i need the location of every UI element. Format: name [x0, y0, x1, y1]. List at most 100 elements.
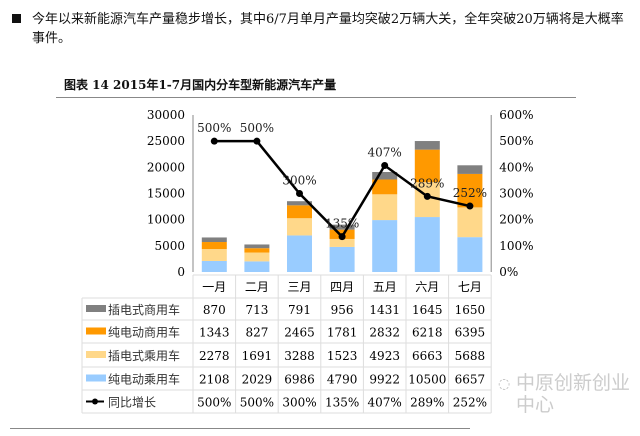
table-cell: 5688	[455, 349, 486, 363]
table-cell: 2832	[369, 326, 400, 340]
table-cell: 407%	[368, 396, 402, 410]
series-name: 同比增长	[108, 396, 156, 410]
legend-marker	[92, 398, 98, 405]
bar-segment	[287, 201, 312, 206]
growth-data-label: 407%	[368, 146, 402, 160]
table-cell: 1431	[369, 303, 400, 317]
table-cell: 1523	[327, 349, 358, 363]
bar-segment	[329, 246, 355, 272]
right-tick-label: 500%	[499, 134, 533, 148]
category-label: 六月	[415, 280, 439, 294]
bottom-rule	[10, 428, 470, 429]
table-cell: 1645	[412, 303, 443, 317]
bar-segment	[457, 207, 483, 238]
left-tick-label: 10000	[147, 213, 185, 227]
wechat-icon: ◌	[498, 376, 511, 392]
table-cell: 870	[203, 303, 226, 317]
table-cell: 9922	[369, 373, 400, 387]
watermark: 中原创新创业中心	[516, 372, 631, 416]
growth-point	[338, 233, 346, 241]
series-name: 纯电动商用车	[108, 325, 180, 340]
table-cell: 6663	[412, 349, 443, 363]
series-name: 纯电动乘用车	[108, 372, 180, 387]
series-name: 插电式乘用车	[108, 348, 180, 363]
right-tick-label: 400%	[499, 160, 533, 174]
bar-segment	[414, 149, 440, 183]
intro-paragraph: 今年以来新能源汽车产量稳步增长，其中6/7月单月产量均突破2万辆大关，全年突破2…	[12, 10, 632, 48]
table-cell: 1781	[327, 326, 358, 340]
table-cell: 2029	[242, 373, 273, 387]
table-cell: 4790	[327, 373, 358, 387]
growth-data-label: 135%	[325, 217, 359, 231]
table-cell: 2465	[284, 326, 315, 340]
bar-segment	[287, 218, 312, 236]
table-cell: 713	[245, 303, 268, 317]
bar-segment	[287, 205, 312, 219]
bar-segment	[457, 165, 483, 174]
bar-segment	[414, 217, 440, 272]
category-label: 一月	[202, 280, 226, 294]
table-cell: 3288	[284, 349, 315, 363]
table-cell: 956	[331, 303, 354, 317]
table-cell: 2108	[199, 373, 230, 387]
bar-segment	[372, 220, 398, 272]
bar-segment	[201, 237, 227, 243]
table-cell: 6986	[284, 373, 315, 387]
growth-point	[466, 202, 474, 210]
table-cell: 6657	[455, 373, 486, 387]
bullet-icon	[12, 14, 21, 23]
bar-segment	[372, 194, 398, 221]
table-cell: 135%	[325, 396, 359, 410]
right-tick-label: 200%	[499, 213, 533, 227]
bar-segment	[287, 235, 312, 272]
growth-point	[296, 190, 303, 197]
bar-segment	[201, 249, 227, 261]
left-tick-label: 25000	[147, 134, 185, 148]
right-tick-label: 600%	[499, 108, 533, 122]
table-cell: 827	[245, 326, 268, 340]
growth-point	[423, 192, 431, 200]
series-name: 插电式商用车	[108, 302, 180, 317]
category-label: 七月	[458, 280, 482, 294]
legend-swatch	[86, 351, 106, 358]
table-cell: 500%	[197, 396, 231, 410]
left-tick-label: 0	[177, 265, 185, 279]
table-cell: 791	[288, 303, 311, 317]
legend-swatch	[86, 374, 106, 382]
paragraph-text: 今年以来新能源汽车产量稳步增长，其中6/7月单月产量均突破2万辆大关，全年突破2…	[32, 12, 624, 46]
left-tick-label: 30000	[147, 108, 185, 122]
bar-segment	[414, 141, 440, 150]
growth-data-label: 500%	[240, 121, 274, 135]
category-label: 二月	[245, 280, 269, 294]
table-cell: 6395	[455, 326, 486, 340]
table-cell: 1691	[242, 349, 273, 363]
bar-segment	[244, 248, 270, 253]
growth-point	[253, 137, 261, 145]
right-tick-label: 300%	[499, 187, 533, 201]
table-cell: 10500	[408, 373, 446, 387]
growth-data-label: 300%	[282, 174, 316, 188]
legend-swatch	[86, 327, 106, 335]
bar-segment	[329, 238, 355, 247]
table-cell: 2278	[199, 349, 230, 363]
table-cell: 6218	[412, 326, 443, 340]
bar-segment	[457, 237, 483, 272]
growth-data-label: 252%	[453, 186, 487, 200]
table-cell: 300%	[282, 396, 316, 410]
table-cell: 4923	[369, 349, 400, 363]
bar-segment	[372, 172, 398, 180]
caption-rule	[56, 97, 576, 98]
growth-point	[210, 137, 218, 145]
chart-caption: 图表 14 2015年1-7月国内分车型新能源汽车产量	[64, 78, 337, 92]
legend-swatch	[86, 305, 106, 312]
bar-segment	[372, 179, 398, 195]
table-cell: 1650	[455, 303, 486, 317]
category-label: 三月	[287, 280, 311, 294]
table-cell: 500%	[240, 396, 274, 410]
table-cell: 1343	[199, 326, 230, 340]
growth-data-label: 500%	[197, 121, 231, 135]
bar-segment	[244, 252, 270, 262]
table-cell: 252%	[453, 396, 487, 410]
growth-point	[381, 162, 389, 170]
